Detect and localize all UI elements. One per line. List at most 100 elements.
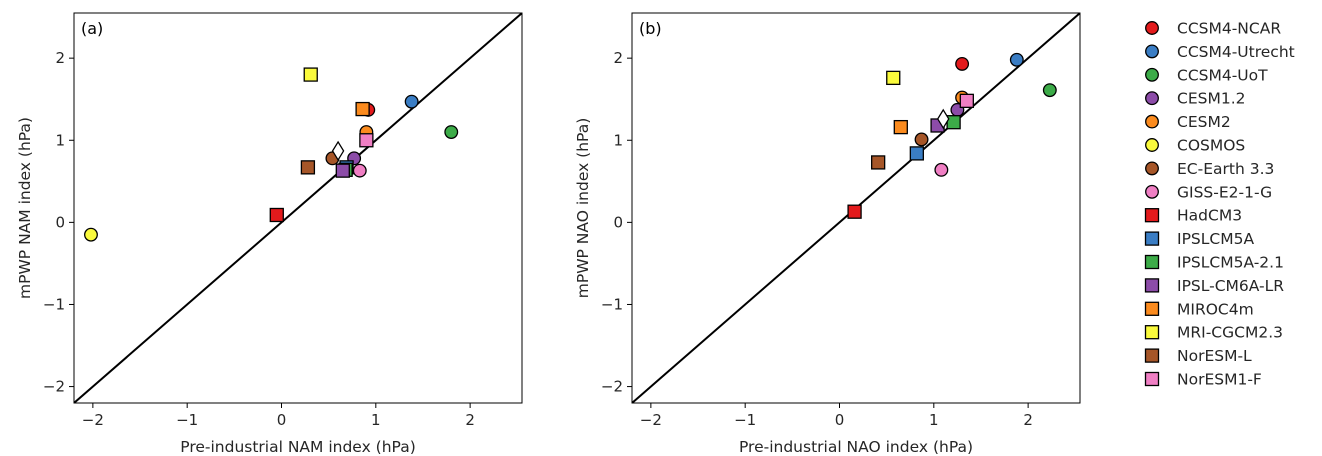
- legend-item: COSMOS: [1145, 137, 1245, 155]
- legend-marker: [1145, 114, 1159, 129]
- y-tick-label: 2: [613, 49, 623, 67]
- legend-item: CESM2: [1145, 113, 1231, 131]
- legend-item: EC-Earth 3.3: [1145, 160, 1274, 178]
- one-to-one-line: [74, 13, 522, 403]
- legend-marker: [1144, 254, 1160, 270]
- y-tick-label: 1: [55, 131, 65, 149]
- legend-label: GISS-E2-1-G: [1177, 183, 1272, 201]
- point-hadcm3: [847, 204, 862, 219]
- y-axis-label: mPWP NAM index (hPa): [16, 117, 34, 299]
- x-tick-label: 0: [277, 411, 287, 429]
- point-cosmos: [84, 227, 98, 242]
- legend-marker: [1144, 371, 1160, 387]
- x-tick-label: 1: [929, 411, 939, 429]
- legend: CCSM4-NCAR CCSM4-Utrecht CCSM4-UoT CESM1.2 C…: [1144, 20, 1295, 389]
- x-tick-label: 2: [1023, 411, 1033, 429]
- point-noresm1-f: [959, 93, 974, 109]
- legend-item: IPSL-CM6A-LR: [1144, 277, 1284, 295]
- y-tick-label: −2: [601, 378, 623, 396]
- y-tick-label: 0: [55, 213, 65, 231]
- point-mri-cgcm2-3: [303, 67, 318, 82]
- legend-marker: [1144, 208, 1160, 223]
- point-multi-model-mean: [331, 140, 345, 162]
- legend-label: CCSM4-UoT: [1177, 66, 1268, 84]
- y-tick-label: −1: [43, 295, 65, 313]
- x-tick-label: 1: [371, 411, 381, 429]
- x-tick-label: −1: [734, 411, 756, 429]
- x-tick-label: −2: [640, 411, 662, 429]
- y-tick-label: −1: [601, 295, 623, 313]
- point-giss-e2-1-g: [352, 163, 367, 178]
- legend-marker: [1145, 67, 1159, 82]
- legend-marker: [1145, 44, 1159, 59]
- legend-item: MIROC4m: [1144, 300, 1254, 318]
- point-ccsm4-uot: [1042, 83, 1057, 98]
- point-hadcm3: [269, 207, 284, 223]
- legend-marker: [1145, 161, 1159, 176]
- legend-label: IPSLCM5A-2.1: [1177, 254, 1284, 272]
- y-tick-label: −2: [43, 378, 65, 396]
- y-tick-label: 0: [613, 213, 623, 231]
- legend-label: IPSLCM5A: [1177, 230, 1254, 248]
- legend-label: MRI-CGCM2.3: [1177, 324, 1283, 342]
- point-noresm-l: [871, 155, 886, 170]
- x-tick-label: 0: [835, 411, 845, 429]
- point-ccsm4-uot: [444, 125, 459, 140]
- legend-label: NorESM-L: [1177, 347, 1252, 365]
- point-noresm-l: [300, 160, 316, 175]
- legend-label: EC-Earth 3.3: [1177, 160, 1274, 178]
- legend-marker: [1144, 231, 1160, 246]
- legend-marker: [1145, 21, 1159, 35]
- legend-marker: [1144, 348, 1160, 363]
- point-ipslcm5a: [909, 146, 924, 161]
- panel-b: −2 −1 0 1 2 −2 −1 0 1 2 Pre-industrial NAO index (…: [574, 12, 1081, 456]
- legend-marker: [1144, 325, 1160, 340]
- legend-label: CESM1.2: [1177, 90, 1245, 108]
- point-ccsm4-ncar: [955, 56, 970, 71]
- legend-marker: [1144, 301, 1160, 316]
- point-giss-e2-1-g: [934, 162, 949, 177]
- point-ccsm4-utrecht: [1009, 52, 1024, 67]
- point-noresm1-f: [359, 133, 374, 148]
- legend-item: CCSM4-NCAR: [1145, 20, 1281, 38]
- x-tick-label: −1: [176, 411, 198, 429]
- legend-item: GISS-E2-1-G: [1145, 183, 1272, 201]
- point-multi-model-mean: [936, 108, 950, 130]
- x-axis-label: Pre-industrial NAM index (hPa): [180, 438, 416, 456]
- legend-item: IPSLCM5A-2.1: [1144, 254, 1284, 272]
- plot-frame: [73, 12, 523, 404]
- panel-letter: (b): [639, 19, 662, 38]
- x-tick-label: −2: [82, 411, 104, 429]
- legend-label: HadCM3: [1177, 207, 1242, 225]
- x-tick-label: 2: [465, 411, 475, 429]
- plot-frame: [631, 12, 1081, 404]
- panel-a: −2 −1 0 1 2 −2 −1 0 1 2 Pre-industrial NAM index (…: [16, 12, 523, 456]
- legend-label: NorESM1-F: [1177, 371, 1262, 389]
- legend-marker: [1145, 91, 1159, 106]
- y-tick-label: 2: [55, 49, 65, 67]
- legend-item: NorESM1-F: [1144, 371, 1262, 389]
- point-ipslcm5a-2-1: [946, 115, 961, 130]
- legend-marker: [1145, 184, 1159, 199]
- legend-label: MIROC4m: [1177, 300, 1254, 318]
- point-ec-earth-3-3: [914, 132, 929, 147]
- point-mri-cgcm2-3: [886, 70, 901, 86]
- legend-item: NorESM-L: [1144, 347, 1252, 365]
- legend-marker: [1145, 138, 1159, 152]
- legend-label: CESM2: [1177, 113, 1231, 131]
- legend-label: COSMOS: [1177, 137, 1245, 155]
- x-axis-label: Pre-industrial NAO index (hPa): [739, 438, 973, 456]
- point-ipsl-cm6a-lr: [335, 163, 350, 178]
- legend-item: CCSM4-Utrecht: [1145, 43, 1295, 61]
- legend-marker: [1144, 278, 1160, 293]
- point-miroc4m: [355, 101, 370, 117]
- legend-label: CCSM4-NCAR: [1177, 20, 1281, 38]
- legend-label: IPSL-CM6A-LR: [1177, 277, 1284, 295]
- y-axis-label: mPWP NAO index (hPa): [574, 118, 592, 299]
- legend-item: IPSLCM5A: [1144, 230, 1254, 248]
- y-tick-label: 1: [613, 131, 623, 149]
- legend-label: CCSM4-Utrecht: [1177, 43, 1295, 61]
- legend-item: HadCM3: [1144, 207, 1242, 225]
- point-miroc4m: [893, 119, 908, 135]
